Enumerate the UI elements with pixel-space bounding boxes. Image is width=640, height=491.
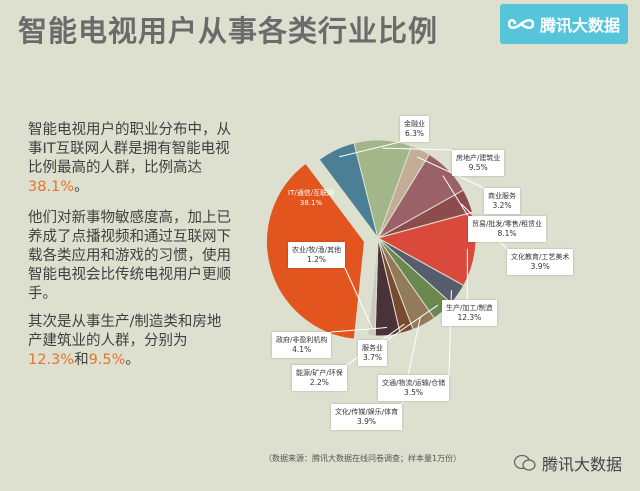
- slice-label-name: 商业服务: [488, 192, 516, 200]
- slice-label: 农业/牧/渔/其他 1.2%: [288, 242, 346, 268]
- slice-label-value: 3.7%: [362, 353, 383, 362]
- watermark: 腾讯大数据: [513, 451, 622, 475]
- p1-highlight: 38.1%: [28, 179, 75, 195]
- slice-label: 交通/物流/运输/仓储 3.5%: [378, 375, 450, 401]
- slice-label-name: 金融业: [404, 120, 425, 128]
- slice-label-name: 服务业: [362, 344, 383, 352]
- paragraph-1: 智能电视用户的职业分布中，从事IT互联网人群是拥有智能电视比例最高的人群，比例高…: [28, 121, 232, 197]
- slice-label-value: 3.9%: [530, 262, 550, 271]
- p3-highlight-1: 12.3%: [28, 352, 75, 368]
- pie-slice: [376, 211, 477, 287]
- slice-label-value: 9.5%: [468, 163, 488, 172]
- slice-label-value: 8.1%: [497, 229, 517, 238]
- slice-label: 服务业 3.7%: [358, 340, 387, 366]
- paragraph-3: 其次是从事生产/制造类和房地产建筑业的人群，分别为 12.3%和9.5%。: [28, 313, 232, 370]
- leader-line: [330, 327, 387, 333]
- slice-label-value: 6.3%: [404, 129, 425, 138]
- p3-mid: 和: [74, 352, 89, 368]
- watermark-text: 腾讯大数据: [541, 455, 622, 474]
- data-source: （数据来源：腾讯大数据在线问卷调查；样本量1万份）: [264, 454, 462, 463]
- slice-label-name: 房地产/建筑业: [456, 154, 501, 162]
- slice-label-name: 贸易/批发/零售/租赁业: [472, 220, 543, 228]
- slice-label-name: 交通/物流/运输/仓储: [382, 379, 446, 387]
- slice-label-name: 农业/牧/渔/其他: [292, 246, 342, 254]
- slice-label-value: 3.5%: [404, 388, 424, 397]
- wechat-icon: [513, 454, 536, 471]
- leader-line: [386, 304, 439, 341]
- p3-text: 其次是从事生产/制造类和房地产建筑业的人群，分别为: [28, 314, 222, 349]
- slice-label: 贸易/批发/零售/租赁业 8.1%: [468, 216, 547, 242]
- slice-label-name: 能源/矿产/环保: [296, 369, 343, 377]
- slice-label-name: 政府/非盈利机构: [276, 336, 328, 344]
- slice-label: 文化教育/工艺美术 3.9%: [507, 249, 574, 275]
- p1-end: 。: [74, 179, 89, 195]
- slice-label-value: 12.3%: [457, 313, 482, 322]
- slice-label: 商业服务 3.2%: [484, 188, 520, 214]
- slice-label: 政府/非盈利机构 4.1%: [272, 332, 332, 358]
- slice-label: 生产/加工/制造 12.3%: [442, 300, 497, 326]
- slice-label: 文化/传媒/娱乐/体育 3.9%: [331, 404, 403, 430]
- slice-label: 能源/矿产/环保 2.2%: [292, 365, 347, 391]
- slice-label-value: 4.1%: [292, 345, 312, 354]
- slice-label-value: 3.9%: [357, 417, 377, 426]
- slice-label-value: 1.2%: [307, 255, 327, 264]
- slice-label-it: IT/通信/互联网 38.1%: [288, 188, 334, 208]
- brand-logo: 腾讯大数据: [500, 4, 628, 44]
- slice-label: 金融业 6.3%: [400, 116, 429, 142]
- paragraph-2: 他们对新事物敏感度高，加上已养成了点播视频和通过互联网下载各类应用和游戏的习惯，…: [28, 210, 231, 302]
- leader-line: [339, 141, 401, 158]
- slice-label-name: IT/通信/互联网: [288, 189, 335, 197]
- p1-text: 智能电视用户的职业分布中，从事IT互联网人群是拥有智能电视比例最高的人群，比例高…: [28, 122, 231, 176]
- slice-label-name: 生产/加工/制造: [446, 304, 493, 312]
- slice-label-value: 38.1%: [299, 199, 323, 207]
- leader-line: [416, 156, 485, 189]
- slice-label: 房地产/建筑业 9.5%: [452, 150, 505, 176]
- slice-label-value: 2.2%: [309, 378, 329, 387]
- slice-label-name: 文化教育/工艺美术: [511, 253, 570, 261]
- slice-label-name: 文化/传媒/娱乐/体育: [335, 408, 399, 416]
- p3-end: 。: [125, 352, 140, 368]
- p3-highlight-2: 9.5%: [88, 352, 126, 368]
- pie-slice: [367, 237, 379, 337]
- page-title: 智能电视用户从事各类行业比例: [18, 14, 439, 48]
- infinity-icon: [507, 19, 534, 29]
- brand-name: 腾讯大数据: [539, 16, 620, 35]
- leader-line: [382, 147, 453, 151]
- leader-line: [344, 267, 373, 329]
- slice-label-value: 3.2%: [492, 201, 512, 210]
- leader-line: [442, 175, 469, 217]
